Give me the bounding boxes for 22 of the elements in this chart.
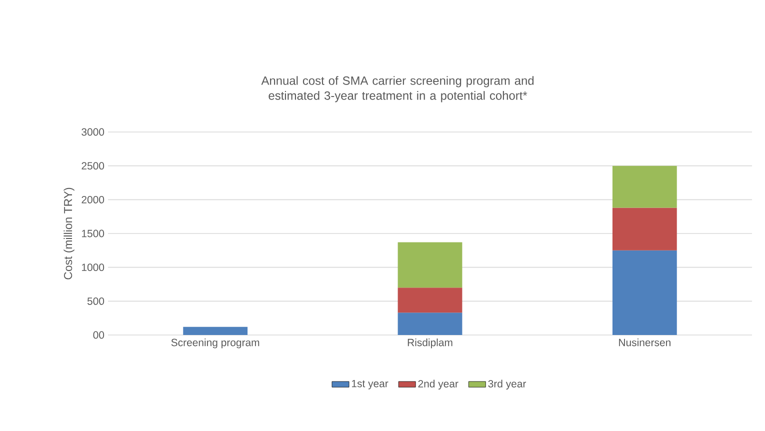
y-tick-label: 2000 (82, 196, 104, 204)
bar (612, 250, 677, 335)
y-tick-label: 1000 (82, 264, 104, 272)
y-tick-label: 1500 (82, 230, 104, 238)
y-tick-label: 2500 (82, 162, 104, 170)
x-tick-label: Screening program (171, 338, 260, 348)
y-axis-title: Cost (million TRY) (64, 188, 74, 280)
y-tick-label: 3000 (82, 128, 104, 136)
bar (398, 242, 462, 288)
bar (183, 326, 248, 335)
bar (398, 312, 462, 335)
legend-label: 1st year (352, 380, 388, 390)
bar (612, 208, 677, 250)
legend-label: 3rd year (488, 380, 526, 390)
bar (612, 166, 677, 208)
y-tick-label: 500 (87, 297, 104, 305)
x-tick-label: Risdiplam (408, 338, 452, 348)
y-tick-label: 00 (93, 331, 104, 339)
bar (398, 288, 462, 313)
legend-label: 2nd year (418, 380, 458, 390)
chart-title: Annual cost of SMA carrier screening program and estimated 3-year treatment in a potential cohort* (261, 76, 534, 102)
x-tick-label: Nusinersen (619, 338, 670, 346)
